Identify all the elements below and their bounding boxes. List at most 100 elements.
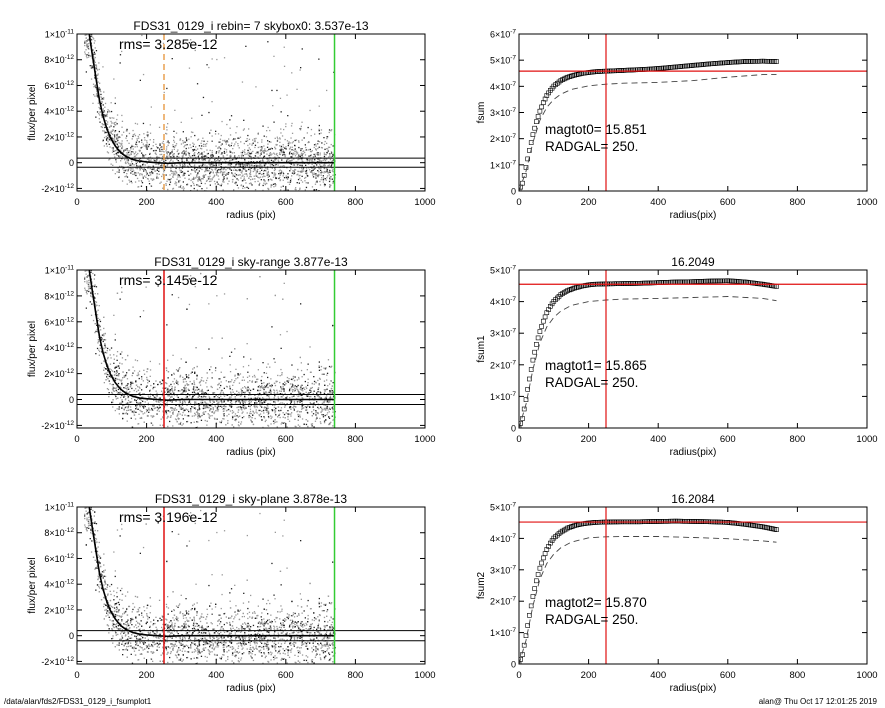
- y-tick-label: -2×10-12: [41, 420, 74, 431]
- x-tick-label: 600: [720, 670, 736, 681]
- fsum-marker: [530, 357, 536, 363]
- plot-frame: [518, 506, 868, 665]
- y-tick-label: 2×10-12: [44, 131, 74, 142]
- y-tick-label: 6×10-12: [44, 316, 74, 327]
- x-tick-label: 200: [139, 434, 155, 445]
- x-tick-label: 600: [278, 434, 294, 445]
- fsum-marker: [534, 341, 539, 347]
- mean-profile-line: [88, 507, 335, 638]
- y-tick-label: 0: [69, 158, 74, 168]
- magtot-annotation: magtot1= 15.865: [545, 358, 647, 373]
- y-axis-label: fsum2: [476, 571, 487, 599]
- fsum-marker: [537, 565, 543, 571]
- fsum-marker: [525, 623, 531, 628]
- chart-title: FDS31_0129_i sky-range 3.877e-13: [154, 255, 348, 269]
- plot-area: [77, 34, 425, 191]
- footer-path: /data/alan/fds2/FDS31_0129_i_fsumplot1: [4, 697, 152, 706]
- y-tick-label: 0: [511, 424, 516, 434]
- y-tick-label: 0: [511, 187, 516, 197]
- y-tick-label: 1×10-7: [490, 627, 516, 638]
- fsum-marker: [520, 180, 525, 186]
- plot-area: [77, 270, 425, 428]
- x-tick-label: 400: [208, 197, 224, 208]
- y-axis-label: flux/per pixel: [27, 321, 38, 377]
- fsum-marker: [541, 318, 546, 324]
- fsum-marker: [528, 603, 534, 609]
- x-tick-label: 400: [650, 197, 666, 208]
- chart-panel-1: rms= 3.285e-12 0 200 400 600 800 1000 1×10-11 8×…: [27, 19, 436, 221]
- chart-panel-2: magtot0= 15.851 RADGAL= 250. 0 200 400 600 800…: [476, 29, 878, 222]
- fsum-marker: [523, 397, 529, 402]
- y-tick-label: 0: [511, 660, 516, 670]
- y-tick-label: 4×10-7: [490, 81, 516, 92]
- x-tick-label: 600: [720, 434, 736, 445]
- x-tick-label: 600: [278, 197, 294, 208]
- chart-title: 16.2049: [671, 255, 715, 269]
- y-tick-label: 4×10-12: [44, 106, 74, 117]
- y-tick-label: 0: [69, 395, 74, 405]
- chart-panel-4: magtot1= 15.865 RADGAL= 250. 0 200 400 600 800…: [476, 255, 878, 458]
- rms-annotation: rms= 3.196e-12: [119, 509, 218, 525]
- fsum-marker: [542, 314, 548, 320]
- mean-profile-line: [88, 34, 335, 165]
- plot-frame: [76, 269, 426, 429]
- radgal-annotation: RADGAL= 250.: [545, 375, 638, 390]
- chart-title: 16.2084: [671, 492, 715, 506]
- fsum-marker: [539, 104, 544, 110]
- fsum-marker: [530, 594, 536, 599]
- radgal-annotation: RADGAL= 250.: [545, 139, 638, 154]
- y-tick-label: 2×10-7: [490, 359, 516, 370]
- y-axis-label: flux/per pixel: [27, 557, 38, 613]
- footer-timestamp: alan@ Thu Oct 17 12:01:25 2019: [758, 697, 877, 706]
- y-tick-label: 8×10-12: [44, 54, 74, 65]
- y-tick-label: 1×10-11: [45, 265, 75, 276]
- x-tick-label: 400: [208, 670, 224, 681]
- y-tick-label: 4×10-12: [44, 342, 74, 353]
- plot-frame: [76, 506, 426, 665]
- x-tick-label: 200: [581, 670, 597, 681]
- chart-title: FDS31_0129_i rebin= 7 skybox0: 3.537e-13: [133, 19, 368, 33]
- x-tick-label: 400: [650, 434, 666, 445]
- plot-area: [519, 507, 867, 664]
- chart-title: FDS31_0129_i sky-plane 3.878e-13: [155, 492, 347, 506]
- y-axis-label: flux/per pixel: [27, 84, 38, 140]
- fsum-marker: [774, 527, 779, 532]
- fsum-marker: [539, 560, 544, 566]
- y-tick-label: 1×10-11: [45, 502, 75, 513]
- fsum-marker: [534, 578, 539, 584]
- y-tick-label: 5×10-7: [490, 265, 516, 276]
- x-tick-label: 600: [278, 670, 294, 681]
- x-tick-label: 800: [789, 434, 805, 445]
- fsum-marker: [535, 335, 541, 341]
- y-axis-label: fsum: [476, 102, 487, 124]
- x-axis-label: radius(pix): [670, 210, 717, 221]
- x-axis-label: radius(pix): [670, 683, 717, 694]
- chart-panel-3: rms= 3.145e-12 0 200 400 600 800 1000 1×10-11 8×…: [27, 255, 436, 458]
- x-tick-label: 200: [139, 197, 155, 208]
- y-tick-label: 4×10-7: [490, 533, 516, 544]
- y-tick-label: 2×10-7: [490, 596, 516, 607]
- fsum-marker: [539, 324, 544, 329]
- y-tick-label: 1×10-7: [490, 391, 516, 402]
- fsum-marker: [532, 349, 538, 355]
- magtot-annotation: magtot0= 15.851: [545, 122, 647, 137]
- plot-area: [77, 507, 425, 664]
- chart-panel-5: rms= 3.196e-12 0 200 400 600 800 1000 1×10-11 8×…: [27, 492, 436, 694]
- y-tick-label: 5×10-7: [490, 502, 516, 513]
- y-tick-label: 2×10-12: [44, 368, 74, 379]
- fsum-marker: [584, 282, 590, 288]
- x-tick-label: 0: [516, 197, 521, 208]
- x-tick-label: 1000: [856, 434, 877, 445]
- x-tick-label: 200: [581, 197, 597, 208]
- fsum-marker: [534, 119, 539, 124]
- plot-area: [519, 34, 867, 191]
- fsum-dashed-line: [519, 74, 777, 191]
- y-tick-label: 1×10-7: [490, 159, 516, 170]
- fsum-marker: [530, 132, 536, 137]
- x-tick-label: 200: [581, 434, 597, 445]
- y-tick-label: -2×10-12: [41, 183, 74, 194]
- x-tick-label: 0: [74, 197, 79, 208]
- x-tick-label: 800: [347, 197, 363, 208]
- y-tick-label: 4×10-7: [490, 296, 516, 307]
